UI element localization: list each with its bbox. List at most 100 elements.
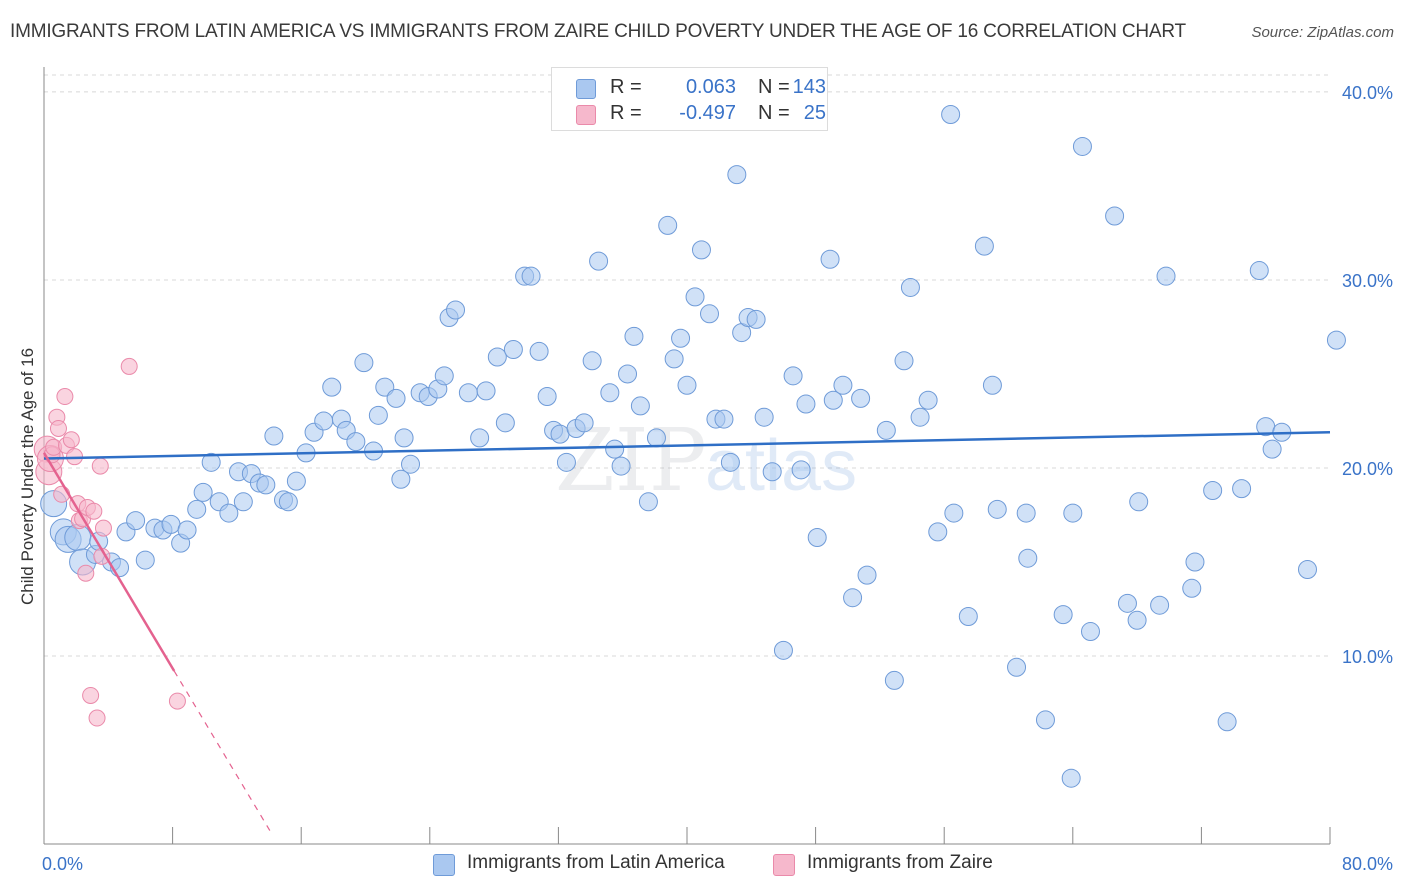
data-point-latin-america (664, 349, 684, 369)
data-point-latin-america (700, 304, 720, 324)
data-point-latin-america (691, 240, 711, 260)
data-point-latin-america (1262, 439, 1282, 459)
chart-title: IMMIGRANTS FROM LATIN AMERICA VS IMMIGRA… (10, 21, 1186, 42)
data-point-latin-america (783, 366, 803, 386)
data-point-latin-america (1105, 206, 1125, 226)
source-label: Source: ZipAtlas.com (1251, 24, 1394, 41)
data-point-latin-america (1035, 710, 1055, 730)
data-point-latin-america (394, 428, 414, 448)
data-point-zaire (85, 502, 103, 520)
data-point-latin-america (630, 396, 650, 416)
data-point-latin-america (910, 407, 930, 427)
data-point-zaire (88, 709, 106, 727)
data-point-latin-america (851, 388, 871, 408)
data-point-latin-america (495, 413, 515, 433)
data-point-latin-america (918, 390, 938, 410)
data-point-latin-america (605, 439, 625, 459)
data-point-latin-america (286, 471, 306, 491)
data-point-zaire (94, 519, 112, 537)
data-point-latin-america (1072, 136, 1092, 156)
data-point-latin-america (177, 520, 197, 540)
data-point-latin-america (807, 528, 827, 548)
data-point-latin-america (1061, 768, 1081, 788)
data-point-latin-america (386, 388, 406, 408)
series-zaire (33, 357, 186, 727)
legend-swatch-blue (433, 854, 455, 876)
data-point-latin-america (368, 405, 388, 425)
data-point-latin-america (677, 375, 697, 395)
data-point-latin-america (820, 249, 840, 269)
tick-labels: 10.0% 20.0% 30.0% 40.0% 0.0% 80.0% (42, 83, 1393, 874)
data-point-zaire (91, 457, 109, 475)
data-point-zaire (77, 564, 95, 582)
data-point-latin-america (646, 428, 666, 448)
data-point-latin-america (900, 277, 920, 297)
data-point-latin-america (537, 387, 557, 407)
data-point-latin-america (1326, 330, 1346, 350)
data-point-zaire (62, 431, 80, 449)
data-point-latin-america (1156, 266, 1176, 286)
data-point-latin-america (1232, 479, 1252, 499)
data-point-latin-america (638, 492, 658, 512)
data-point-latin-america (1018, 548, 1038, 568)
data-point-latin-america (1063, 503, 1083, 523)
data-point-latin-america (974, 236, 994, 256)
data-point-latin-america (219, 503, 239, 523)
data-point-latin-america (987, 499, 1007, 519)
data-point-zaire (82, 686, 100, 704)
data-point-latin-america (1080, 622, 1100, 642)
legend-label: Immigrants from Zaire (807, 852, 993, 873)
data-point-latin-america (476, 381, 496, 401)
data-point-latin-america (714, 409, 734, 429)
data-point-latin-america (126, 511, 146, 531)
data-point-latin-america (773, 640, 793, 660)
data-point-latin-america (1297, 559, 1317, 579)
legend-label: Immigrants from Latin America (467, 852, 725, 873)
data-point-latin-america (941, 104, 961, 124)
data-point-latin-america (843, 588, 863, 608)
r-label: R = (610, 102, 642, 124)
data-point-latin-america (135, 550, 155, 570)
series-latin-america (40, 104, 1346, 788)
x-tick-label: 0.0% (42, 854, 83, 874)
data-point-latin-america (1203, 481, 1223, 501)
data-point-latin-america (346, 432, 366, 452)
data-point-latin-america (550, 424, 570, 444)
data-point-latin-america (193, 482, 213, 502)
y-tick-label: 40.0% (1342, 83, 1393, 103)
legend-swatch-pink (576, 105, 596, 125)
data-point-latin-america (658, 215, 678, 235)
data-point-latin-america (1185, 552, 1205, 572)
data-point-latin-america (256, 475, 276, 495)
data-point-latin-america (762, 462, 782, 482)
grid-lines (44, 74, 1330, 657)
data-point-latin-america (982, 375, 1002, 395)
data-point-latin-america (685, 287, 705, 307)
n-label: N = (758, 102, 790, 124)
data-point-latin-america (1217, 712, 1237, 732)
data-point-latin-america (876, 420, 896, 440)
y-tick-label: 30.0% (1342, 271, 1393, 291)
trend-lines (42, 430, 1331, 835)
y-axis-label: Child Poverty Under the Age of 16 (18, 347, 37, 605)
data-point-latin-america (727, 165, 747, 185)
data-point-latin-america (796, 394, 816, 414)
data-point-latin-america (1249, 261, 1269, 281)
data-point-latin-america (187, 499, 207, 519)
legend-swatch-blue (576, 79, 596, 99)
data-point-latin-america (611, 456, 631, 476)
data-point-latin-america (791, 460, 811, 480)
trend-line-zaire (42, 452, 176, 672)
watermark: ZIP atlas (555, 411, 857, 511)
data-point-latin-america (521, 266, 541, 286)
data-point-zaire (168, 692, 186, 710)
data-point-latin-america (1129, 492, 1149, 512)
data-point-latin-america (589, 251, 609, 271)
data-point-latin-america (1182, 578, 1202, 598)
data-point-latin-america (884, 670, 904, 690)
data-point-latin-america (161, 514, 181, 534)
data-point-latin-america (391, 469, 411, 489)
n-value: 143 (792, 76, 826, 98)
data-point-latin-america (322, 377, 342, 397)
